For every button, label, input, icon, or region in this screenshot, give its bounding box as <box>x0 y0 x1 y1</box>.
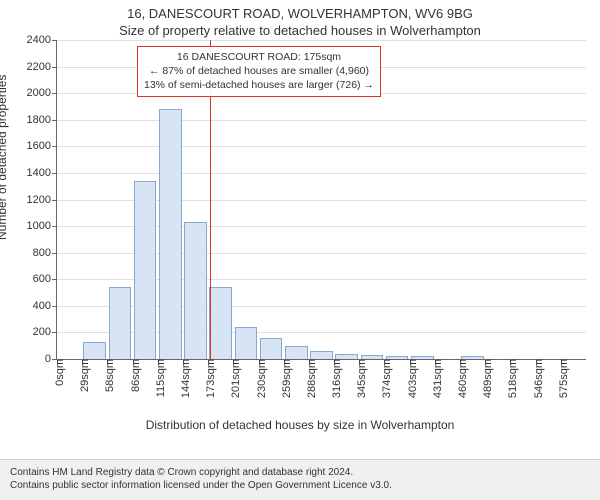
bar-slot: 58sqm <box>107 40 132 359</box>
bar-slot: 460sqm <box>460 40 485 359</box>
bar-slot: 374sqm <box>384 40 409 359</box>
x-tick-label: 518sqm <box>501 359 519 398</box>
y-tick-label: 600 <box>33 273 57 285</box>
x-tick-label: 259sqm <box>275 359 293 398</box>
y-tick-label: 1000 <box>27 220 57 232</box>
y-axis-label: Number of detached properties <box>0 75 9 240</box>
y-tick-label: 1600 <box>27 140 57 152</box>
y-tick-label: 2000 <box>27 87 57 99</box>
y-tick-label: 1800 <box>27 114 57 126</box>
bar-slot: 546sqm <box>536 40 561 359</box>
y-tick-label: 2200 <box>27 61 57 73</box>
plot-area: 0200400600800100012001400160018002000220… <box>56 40 586 360</box>
x-tick-label: 86sqm <box>124 359 142 392</box>
bar-slot: 29sqm <box>82 40 107 359</box>
y-tick-label: 2400 <box>27 34 57 46</box>
x-tick-label: 58sqm <box>98 359 116 392</box>
x-tick-label: 0sqm <box>48 359 66 386</box>
histogram-bar <box>209 287 232 359</box>
bar-slot: 489sqm <box>485 40 510 359</box>
x-tick-label: 546sqm <box>527 359 545 398</box>
x-tick-label: 144sqm <box>174 359 192 398</box>
x-tick-label: 374sqm <box>375 359 393 398</box>
histogram-bar <box>310 351 333 359</box>
y-tick-label: 1200 <box>27 194 57 206</box>
chart-container: Number of detached properties 0200400600… <box>0 40 600 440</box>
x-tick-label: 431sqm <box>426 359 444 398</box>
page-title: 16, DANESCOURT ROAD, WOLVERHAMPTON, WV6 … <box>0 0 600 21</box>
annotation-line: 16 DANESCOURT ROAD: 175sqm <box>144 50 374 64</box>
bar-slot: 0sqm <box>57 40 82 359</box>
histogram-bar <box>184 222 207 359</box>
x-tick-label: 575sqm <box>552 359 570 398</box>
y-tick-label: 1400 <box>27 167 57 179</box>
histogram-bar <box>260 338 283 359</box>
x-tick-label: 489sqm <box>476 359 494 398</box>
x-tick-label: 288sqm <box>300 359 318 398</box>
x-tick-label: 115sqm <box>149 359 167 397</box>
annotation-box: 16 DANESCOURT ROAD: 175sqm← 87% of detac… <box>137 46 381 97</box>
histogram-bar <box>83 342 106 359</box>
annotation-line: ← 87% of detached houses are smaller (4,… <box>144 64 374 78</box>
bar-slot: 518sqm <box>510 40 535 359</box>
footer-line-2: Contains public sector information licen… <box>10 479 590 492</box>
x-tick-label: 230sqm <box>250 359 268 398</box>
bar-slot: 431sqm <box>435 40 460 359</box>
histogram-bar <box>134 181 157 359</box>
x-tick-label: 460sqm <box>451 359 469 398</box>
histogram-bar <box>235 327 258 359</box>
x-tick-label: 316sqm <box>325 359 343 398</box>
histogram-bar <box>285 346 308 359</box>
x-tick-label: 29sqm <box>73 359 91 392</box>
x-axis-label: Distribution of detached houses by size … <box>0 418 600 432</box>
x-tick-label: 403sqm <box>401 359 419 398</box>
histogram-bar <box>109 287 132 359</box>
y-tick-label: 200 <box>33 326 57 338</box>
y-tick-label: 800 <box>33 247 57 259</box>
x-tick-label: 345sqm <box>350 359 368 398</box>
x-tick-label: 201sqm <box>224 359 242 398</box>
histogram-bar <box>159 109 182 359</box>
page-subtitle: Size of property relative to detached ho… <box>0 21 600 38</box>
x-tick-label: 173sqm <box>199 359 217 398</box>
y-tick-label: 400 <box>33 300 57 312</box>
bar-slot: 403sqm <box>410 40 435 359</box>
footer-line-1: Contains HM Land Registry data © Crown c… <box>10 466 590 479</box>
bar-slot: 575sqm <box>561 40 586 359</box>
attribution-footer: Contains HM Land Registry data © Crown c… <box>0 459 600 500</box>
annotation-line: 13% of semi-detached houses are larger (… <box>144 78 374 92</box>
